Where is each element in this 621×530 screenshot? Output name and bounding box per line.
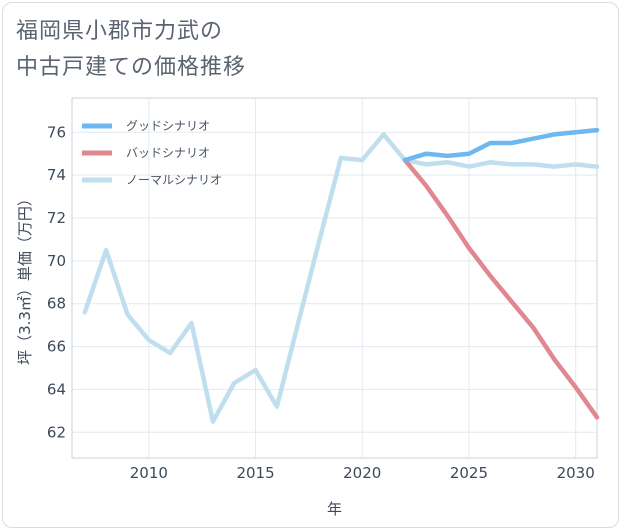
series-line-0 xyxy=(402,127,600,163)
y-tick-label: 66 xyxy=(47,338,66,356)
x-axis-label: 年 xyxy=(327,500,342,518)
series-line-1 xyxy=(402,157,600,420)
plot-frame xyxy=(71,97,598,459)
series-line-2 xyxy=(82,132,600,424)
y-tick-label: 68 xyxy=(47,295,66,313)
y-tick-label: 70 xyxy=(47,252,66,270)
x-tick-label: 2030 xyxy=(557,464,595,482)
y-tick-label: 76 xyxy=(47,123,66,141)
chart-title: 福岡県小郡市力武の 中古戸建ての価格推移 xyxy=(16,14,246,86)
title-line-1: 福岡県小郡市力武の xyxy=(16,19,224,44)
y-tick-label: 72 xyxy=(47,209,66,227)
y-tick-label: 64 xyxy=(47,380,66,398)
x-tick-label: 2015 xyxy=(236,464,274,482)
tick-labels: 2010 2015 2020 2025 2030 62 64 66 68 70 72 74 76 xyxy=(47,123,595,482)
x-tick-label: 2025 xyxy=(450,464,488,482)
x-tick-label: 2010 xyxy=(130,464,168,482)
y-axis-label: 坪（3.3㎡）単価（万円） xyxy=(16,191,34,365)
legend-label-0: グッドシナリオ xyxy=(126,119,210,133)
y-tick-label: 74 xyxy=(47,166,66,184)
title-line-2: 中古戸建ての価格推移 xyxy=(16,55,247,80)
x-tick-label: 2020 xyxy=(343,464,381,482)
series-group xyxy=(82,127,600,424)
legend-label-1: バッドシナリオ xyxy=(126,146,210,160)
y-tick-label: 62 xyxy=(47,423,66,441)
legend-label-2: ノーマルシナリオ xyxy=(126,173,222,187)
